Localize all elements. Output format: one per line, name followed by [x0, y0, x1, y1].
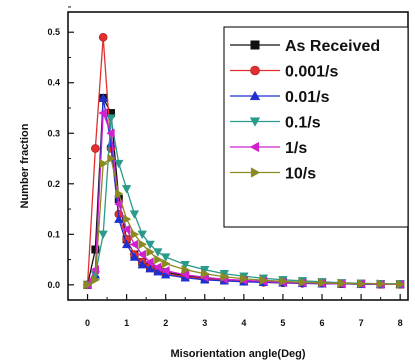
- data-point: [376, 279, 386, 289]
- data-point: [137, 249, 146, 260]
- data-point: [298, 277, 308, 288]
- data-point: [201, 269, 210, 279]
- y-tick-label: 0.3: [47, 128, 60, 138]
- data-point: [145, 257, 154, 267]
- x-tick-label: 6: [320, 318, 325, 328]
- y-tick-label: 0.4: [47, 78, 60, 88]
- data-point: [396, 279, 405, 290]
- data-point: [115, 189, 124, 199]
- legend-marker: [249, 141, 260, 153]
- series-10-s: [83, 153, 405, 290]
- y-tick-label: 0.0: [47, 280, 60, 290]
- data-point: [137, 230, 147, 240]
- legend-entry-label: 1/s: [285, 140, 307, 157]
- data-point: [98, 93, 108, 102]
- legend-entry-label: 0.001/s: [285, 64, 338, 81]
- legend-marker: [250, 65, 260, 76]
- x-tick-label: 5: [280, 318, 285, 328]
- legend-marker: [249, 90, 261, 101]
- data-point: [160, 265, 170, 276]
- data-point: [259, 275, 269, 286]
- legend-box: [223, 26, 409, 228]
- y-axis-label: Number fraction: [19, 123, 31, 208]
- y-tick-label: 0.2: [47, 179, 60, 189]
- legend-marker: [250, 40, 260, 50]
- x-tick-label: 8: [398, 318, 403, 328]
- data-point: [162, 258, 171, 269]
- legend-entry-label: 0.1/s: [285, 115, 321, 132]
- data-point: [91, 275, 101, 285]
- data-point: [160, 253, 171, 262]
- y-tick-label: 0.5: [47, 27, 60, 37]
- data-point: [146, 247, 155, 257]
- data-point: [98, 108, 107, 118]
- x-tick-label: 1: [124, 318, 129, 328]
- x-tick-label: 7: [359, 318, 364, 328]
- data-point: [121, 224, 131, 234]
- data-point: [90, 264, 100, 275]
- legend-entry-label: As Received: [285, 38, 380, 55]
- data-point: [220, 272, 230, 282]
- data-point: [122, 214, 132, 224]
- data-point: [240, 274, 249, 284]
- data-point: [145, 240, 155, 250]
- data-point: [121, 185, 132, 194]
- legend-marker: [250, 167, 261, 178]
- data-point: [337, 278, 347, 289]
- series-layer: [82, 32, 405, 290]
- data-point: [129, 239, 139, 250]
- data-point: [145, 263, 155, 273]
- data-point: [137, 259, 147, 269]
- data-point: [107, 153, 116, 164]
- data-point: [114, 159, 124, 169]
- data-point: [99, 158, 108, 169]
- x-tick-label: 3: [202, 318, 207, 328]
- legend-entry-label: 10/s: [285, 166, 316, 183]
- data-point: [180, 260, 190, 270]
- data-point: [153, 262, 162, 272]
- legend: As Received 0.001/s 0.01/s 0.1/s 1/s 10/s: [223, 26, 409, 228]
- data-point: [129, 210, 140, 219]
- x-tick-label: 2: [163, 318, 168, 328]
- data-point: [106, 114, 116, 123]
- x-axis-label: Misorientation angle(Deg): [170, 348, 305, 360]
- data-point: [91, 245, 100, 254]
- data-point: [138, 239, 148, 250]
- data-point: [98, 230, 108, 240]
- data-point: [318, 278, 327, 288]
- legend-marker: [249, 117, 261, 127]
- data-point: [121, 239, 132, 249]
- legend-entry-label: 0.01/s: [285, 89, 330, 106]
- x-tick-label: 4: [241, 318, 246, 328]
- data-point: [181, 264, 191, 275]
- data-point: [129, 252, 140, 261]
- data-point: [83, 280, 93, 290]
- data-point: [114, 214, 124, 223]
- data-point: [153, 248, 163, 257]
- data-point: [91, 144, 100, 153]
- y-tick-label: 0.1: [47, 229, 60, 239]
- data-point: [130, 229, 140, 240]
- data-point: [279, 276, 288, 287]
- data-point: [357, 279, 366, 289]
- data-point: [106, 128, 115, 138]
- x-tick-label: 0: [85, 318, 90, 328]
- data-point: [98, 32, 108, 42]
- data-point: [153, 266, 163, 276]
- data-point: [154, 254, 163, 265]
